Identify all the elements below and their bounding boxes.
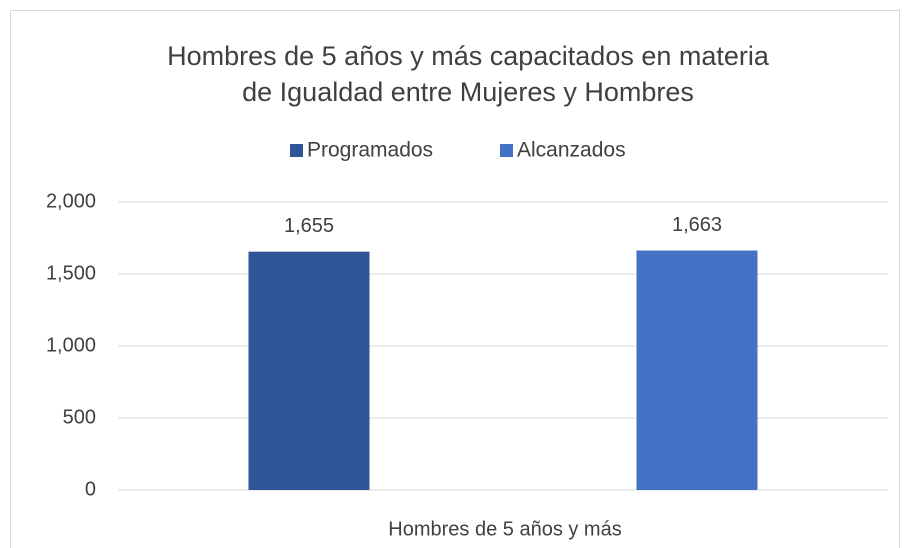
legend-label: Programados	[307, 139, 433, 162]
data-label: 1,655	[284, 215, 334, 237]
chart-title: Hombres de 5 años y más capacitados en m…	[167, 41, 770, 71]
chart-title: de Igualdad entre Mujeres y Hombres	[242, 77, 694, 107]
y-tick-label: 1,000	[46, 334, 96, 356]
data-label: 1,663	[672, 214, 722, 236]
legend-swatch	[290, 144, 303, 157]
x-tick-label: Hombres de 5 años y más	[388, 518, 621, 540]
legend-swatch	[500, 144, 513, 157]
y-tick-label: 2,000	[46, 190, 96, 212]
y-tick-label: 0	[85, 478, 96, 500]
bar	[248, 251, 370, 490]
bar	[636, 250, 758, 490]
y-tick-label: 1,500	[46, 262, 96, 284]
y-tick-label: 500	[63, 406, 96, 428]
legend-label: Alcanzados	[517, 139, 626, 162]
